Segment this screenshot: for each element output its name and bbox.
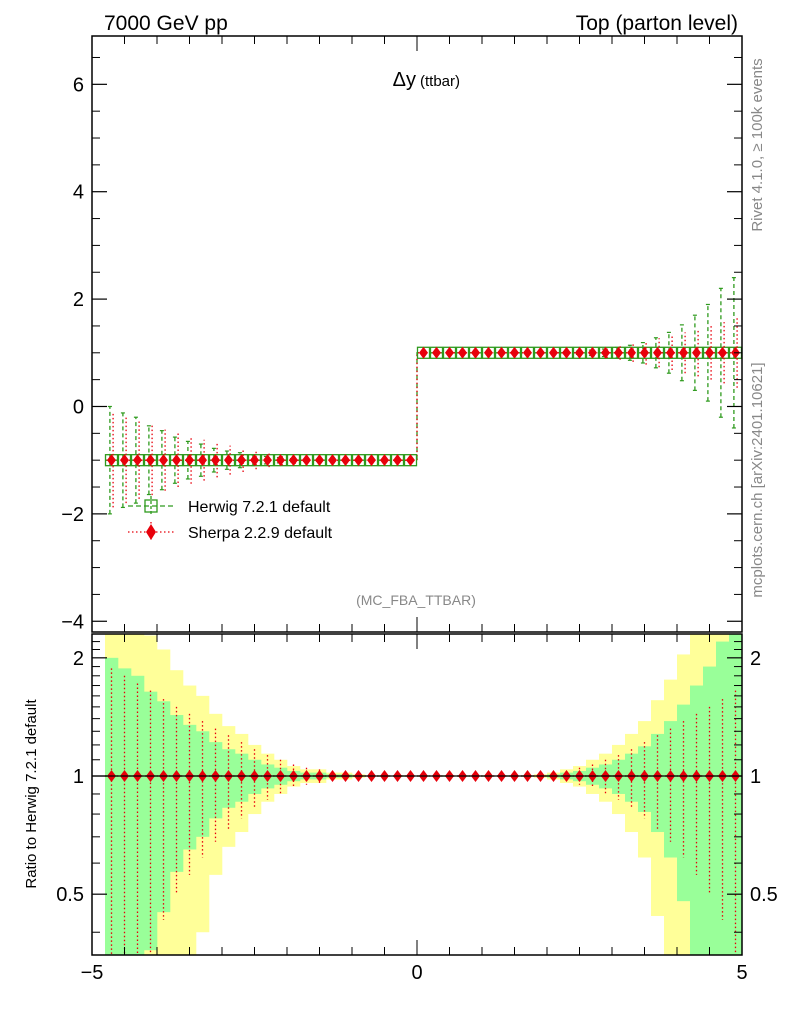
legend-herwig-marker xyxy=(144,499,158,513)
sherpa-point xyxy=(653,346,662,359)
y-tick-label: 4 xyxy=(73,182,84,204)
sherpa-point xyxy=(302,454,311,467)
sherpa-point xyxy=(107,454,116,467)
green-band-bin xyxy=(651,733,665,833)
sherpa-point xyxy=(692,346,701,359)
sherpa-point xyxy=(575,346,584,359)
ratio-y-tick-label-right: 0.5 xyxy=(750,884,778,906)
sherpa-point xyxy=(679,346,688,359)
y-tick-label: 2 xyxy=(73,289,84,311)
green-band-bin xyxy=(703,666,717,955)
sherpa-point xyxy=(146,454,155,467)
ratio-ylabel: Ratio to Herwig 7.2.1 default xyxy=(23,699,40,889)
green-band-bin xyxy=(729,634,743,955)
sherpa-point xyxy=(120,454,129,467)
sherpa-point xyxy=(432,346,441,359)
sherpa-point xyxy=(718,346,727,359)
sherpa-point xyxy=(263,454,272,467)
header-right: Top (parton level) xyxy=(576,12,738,35)
sherpa-point xyxy=(341,454,350,467)
plot-title-sub: (ttbar) xyxy=(420,73,460,90)
legend-herwig-label: Herwig 7.2.1 default xyxy=(188,499,331,516)
ratio-y-tick-label: 2 xyxy=(73,648,84,670)
legend: Herwig 7.2.1 default Sherpa 2.2.9 defaul… xyxy=(128,496,333,542)
sherpa-point xyxy=(549,346,558,359)
sherpa-point xyxy=(328,454,337,467)
sherpa-point xyxy=(159,454,168,467)
sherpa-point xyxy=(458,346,467,359)
sherpa-point xyxy=(276,454,285,467)
rivet-label: Rivet 4.1.0, ≥ 100k events xyxy=(749,58,766,231)
green-band-bin xyxy=(157,701,171,913)
main-frame xyxy=(91,35,743,633)
sherpa-point xyxy=(406,454,415,467)
sherpa-point xyxy=(640,346,649,359)
sherpa-point xyxy=(510,346,519,359)
sherpa-point xyxy=(627,346,636,359)
sherpa-point xyxy=(133,454,142,467)
main-panel: −4 −2 0 2 4 6 Δy (ttbar) (MC_FBA_TTBAR) Herwi… xyxy=(61,35,743,633)
sherpa-point xyxy=(601,346,610,359)
sherpa-point xyxy=(562,346,571,359)
sherpa-point xyxy=(289,454,298,467)
green-band-bin xyxy=(118,668,132,955)
y-tick-label: 0 xyxy=(73,396,84,418)
green-band-bin xyxy=(105,657,119,955)
x-tick-label: 0 xyxy=(411,962,422,984)
sherpa-point xyxy=(315,454,324,467)
sherpa-point xyxy=(211,454,220,467)
sherpa-point xyxy=(497,346,506,359)
y-tick-label: 6 xyxy=(73,74,84,96)
ratio-y-tick-label-right: 2 xyxy=(750,648,761,670)
green-band-bin xyxy=(131,675,145,955)
sherpa-point xyxy=(471,346,480,359)
sherpa-point xyxy=(588,346,597,359)
sherpa-point xyxy=(614,346,623,359)
plot-title: Δy xyxy=(393,69,416,91)
green-band-bin xyxy=(677,704,691,902)
green-band-bin xyxy=(716,641,730,955)
legend-sherpa-marker xyxy=(146,524,156,540)
y-tick-label: −2 xyxy=(61,504,84,526)
ratio-y-tick-label: 1 xyxy=(73,766,84,788)
sherpa-point xyxy=(354,454,363,467)
sherpa-point xyxy=(536,346,545,359)
green-band-bin xyxy=(144,691,158,951)
sherpa-point xyxy=(705,346,714,359)
sherpa-point xyxy=(523,346,532,359)
sherpa-point xyxy=(445,346,454,359)
x-tick-label: 5 xyxy=(736,962,747,984)
sherpa-point xyxy=(250,454,259,467)
analysis-id: (MC_FBA_TTBAR) xyxy=(356,592,476,608)
sherpa-point xyxy=(367,454,376,467)
ratio-panel: 0.5 0.5 1 1 2 2 Ratio to Herwig 7.2.1 default xyxy=(23,633,778,956)
sherpa-point xyxy=(393,454,402,467)
green-band-bin xyxy=(196,731,210,837)
sherpa-point xyxy=(484,346,493,359)
sherpa-point xyxy=(198,454,207,467)
sherpa-point xyxy=(419,346,428,359)
legend-sherpa-label: Sherpa 2.2.9 default xyxy=(188,525,333,542)
sherpa-point xyxy=(380,454,389,467)
ratio-y-tick-label: 0.5 xyxy=(56,884,84,906)
sherpa-point xyxy=(237,454,246,467)
x-tick-label: −5 xyxy=(81,962,104,984)
green-band-bin xyxy=(170,715,184,872)
sherpa-point xyxy=(172,454,181,467)
sherpa-point xyxy=(224,454,233,467)
header-left: 7000 GeV pp xyxy=(104,12,228,35)
mcplots-label: mcplots.cern.ch [arXiv:2401.10621] xyxy=(749,362,766,597)
green-band-bin xyxy=(690,685,704,955)
sherpa-point xyxy=(185,454,194,467)
sherpa-point xyxy=(666,346,675,359)
y-tick-label: −4 xyxy=(61,611,84,633)
ratio-y-tick-label-right: 1 xyxy=(750,766,761,788)
